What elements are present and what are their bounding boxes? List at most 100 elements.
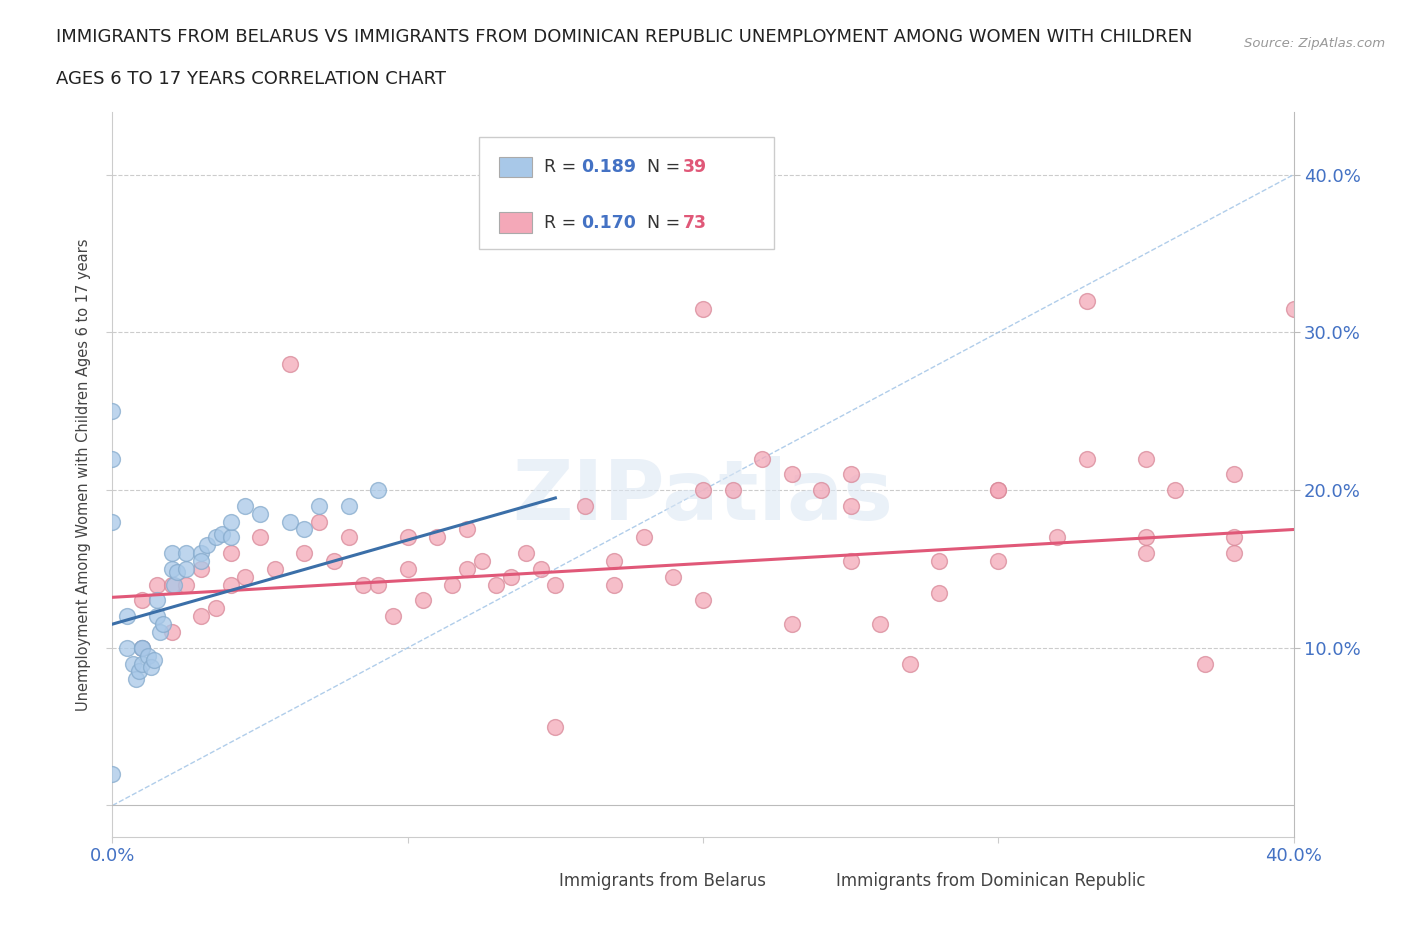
Point [249, 530, 271, 545]
Point [211, 526, 233, 541]
Point [146, 593, 169, 608]
Text: Immigrants from Belarus: Immigrants from Belarus [560, 872, 766, 890]
Point [426, 530, 449, 545]
FancyBboxPatch shape [526, 874, 551, 890]
Text: 39: 39 [683, 158, 707, 176]
Point [131, 641, 153, 656]
Point [278, 514, 301, 529]
Point [131, 593, 153, 608]
Point [987, 483, 1010, 498]
Point [692, 593, 714, 608]
Point [544, 719, 567, 734]
Point [219, 578, 242, 592]
Point [441, 578, 464, 592]
Point [544, 578, 567, 592]
Point [352, 578, 374, 592]
Point [456, 522, 478, 537]
Point [1076, 293, 1098, 308]
Point [233, 569, 256, 584]
Point [603, 553, 626, 568]
Point [205, 530, 228, 545]
Point [219, 514, 242, 529]
Point [1194, 656, 1216, 671]
Point [987, 483, 1010, 498]
Point [233, 498, 256, 513]
Point [367, 578, 389, 592]
Point [898, 656, 921, 671]
FancyBboxPatch shape [499, 212, 531, 232]
Point [249, 506, 271, 521]
Point [308, 498, 330, 513]
Point [692, 483, 714, 498]
Text: 0.170: 0.170 [581, 214, 637, 232]
Text: AGES 6 TO 17 YEARS CORRELATION CHART: AGES 6 TO 17 YEARS CORRELATION CHART [56, 70, 446, 87]
Y-axis label: Unemployment Among Women with Children Ages 6 to 17 years: Unemployment Among Women with Children A… [76, 238, 91, 711]
Point [839, 498, 862, 513]
Point [174, 562, 197, 577]
Text: IMMIGRANTS FROM BELARUS VS IMMIGRANTS FROM DOMINICAN REPUBLIC UNEMPLOYMENT AMONG: IMMIGRANTS FROM BELARUS VS IMMIGRANTS FR… [56, 28, 1192, 46]
Point [131, 656, 153, 671]
Point [160, 625, 183, 640]
Point [125, 671, 148, 686]
Point [190, 546, 212, 561]
Point [529, 562, 551, 577]
Point [146, 578, 169, 592]
Point [152, 617, 174, 631]
FancyBboxPatch shape [478, 137, 773, 249]
Point [160, 562, 183, 577]
Point [190, 553, 212, 568]
Point [190, 609, 212, 624]
Point [101, 766, 124, 781]
Point [456, 562, 478, 577]
Point [633, 530, 655, 545]
Point [149, 625, 172, 640]
Text: R =: R = [544, 158, 581, 176]
Point [278, 356, 301, 371]
Text: N =: N = [648, 214, 686, 232]
Text: Immigrants from Dominican Republic: Immigrants from Dominican Republic [837, 872, 1146, 890]
Point [485, 578, 508, 592]
Point [101, 451, 124, 466]
Point [117, 641, 138, 656]
Point [166, 565, 188, 579]
Text: 0.189: 0.189 [581, 158, 637, 176]
Point [160, 578, 183, 592]
Point [190, 562, 212, 577]
Point [692, 301, 714, 316]
Point [839, 467, 862, 482]
Point [174, 546, 197, 561]
Text: N =: N = [648, 158, 686, 176]
Point [195, 538, 218, 552]
Point [367, 483, 389, 498]
Text: 73: 73 [683, 214, 707, 232]
Point [396, 530, 419, 545]
Point [1223, 546, 1246, 561]
Point [1076, 451, 1098, 466]
Point [928, 585, 950, 600]
FancyBboxPatch shape [499, 156, 531, 177]
Point [574, 498, 596, 513]
Point [1164, 483, 1187, 498]
Point [1135, 451, 1157, 466]
Point [810, 483, 832, 498]
Point [470, 553, 494, 568]
Text: ZIPatlas: ZIPatlas [513, 456, 893, 537]
Point [160, 546, 183, 561]
Point [382, 609, 405, 624]
Point [337, 530, 360, 545]
Point [163, 578, 186, 592]
Point [101, 404, 124, 418]
Point [869, 617, 891, 631]
Point [131, 641, 153, 656]
Point [128, 664, 150, 679]
Point [411, 593, 433, 608]
Point [1046, 530, 1069, 545]
Point [136, 648, 159, 663]
Point [987, 553, 1010, 568]
Point [308, 514, 330, 529]
Point [323, 553, 346, 568]
Point [501, 569, 523, 584]
Point [1223, 467, 1246, 482]
Point [122, 656, 145, 671]
Point [928, 553, 950, 568]
